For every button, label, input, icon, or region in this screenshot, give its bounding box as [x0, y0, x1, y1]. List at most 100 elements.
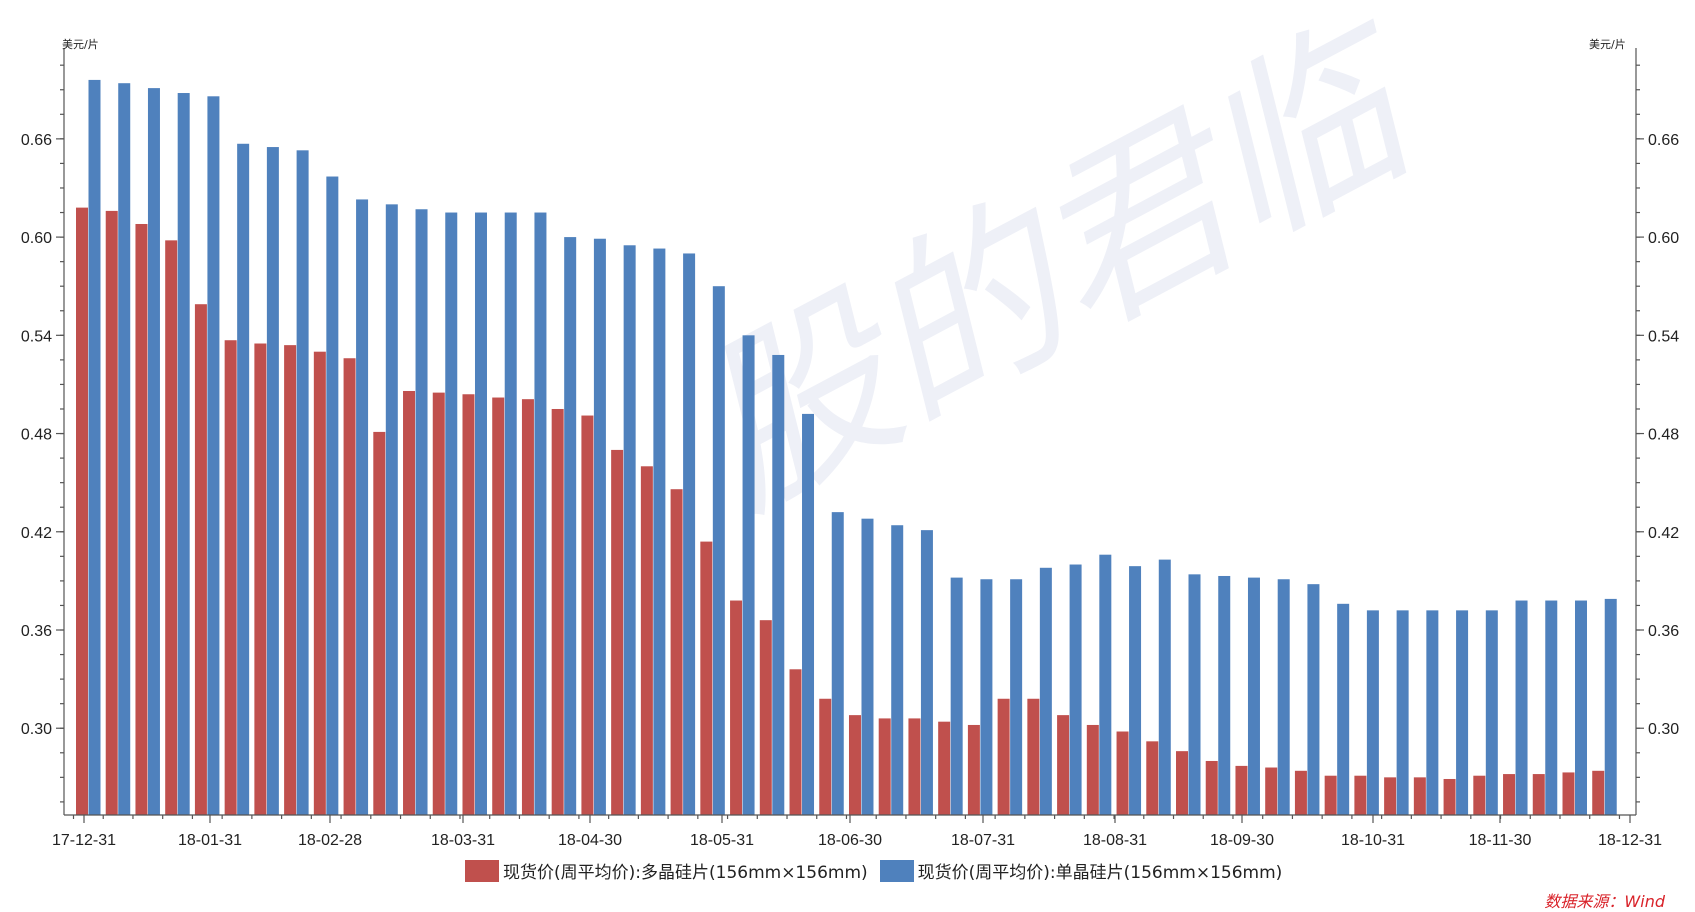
- bar-monosilicon-18-10-14: [1307, 584, 1320, 815]
- bar-monosilicon-18-12-23: [1604, 598, 1617, 815]
- bar-polysilicon-18-01-21: [165, 240, 178, 816]
- right-y-tick-label: 0.36: [1648, 623, 1679, 640]
- bar-polysilicon-18-06-24: [819, 698, 832, 815]
- bar-polysilicon-18-05-06: [611, 449, 624, 815]
- bar-monosilicon-18-09-16: [1188, 574, 1201, 815]
- left-y-tick-label: 0.36: [21, 623, 52, 640]
- bar-polysilicon-18-06-03: [730, 600, 743, 815]
- bar-polysilicon-18-11-18: [1443, 778, 1456, 815]
- left-y-tick-label: 0.60: [21, 230, 52, 247]
- bar-monosilicon-18-03-04: [356, 199, 369, 815]
- bar-monosilicon-18-06-17: [802, 413, 815, 815]
- bar-monosilicon-18-06-10: [772, 354, 785, 815]
- bar-monosilicon-18-12-09: [1545, 600, 1558, 815]
- x-tick-label: 18-04-30: [558, 832, 622, 849]
- bar-monosilicon-18-10-28: [1366, 610, 1379, 815]
- bar-polysilicon-18-09-16: [1176, 751, 1189, 815]
- bar-polysilicon-18-04-22: [551, 408, 564, 815]
- bar-polysilicon-18-03-11: [373, 431, 386, 815]
- legend: 现货价(周平均价):多晶硅片(156mm×156mm) 现货价(周平均价):单晶…: [465, 858, 1282, 883]
- left-y-tick-label: 0.30: [21, 721, 52, 738]
- bar-polysilicon-18-04-15: [521, 399, 534, 815]
- bar-monosilicon-18-03-18: [415, 209, 428, 815]
- bar-monosilicon-18-01-14: [147, 88, 160, 816]
- axes: 0.30 0.30 0.36 0.36 0.42 0.42 0.48 0.48 0.54 0.54…: [21, 48, 1679, 849]
- x-tick-label: 18-06-30: [818, 832, 882, 849]
- bar-monosilicon-18-07-29: [980, 579, 993, 815]
- bar-polysilicon-18-12-02: [1503, 774, 1516, 815]
- bar-polysilicon-18-08-12: [1027, 698, 1040, 815]
- bar-monosilicon-18-11-25: [1485, 610, 1498, 815]
- bar-monosilicon-18-01-28: [207, 96, 220, 816]
- bar-monosilicon-18-08-26: [1099, 554, 1112, 815]
- bar-monosilicon-17-12-31: [88, 79, 101, 816]
- bar-polysilicon-18-04-08: [492, 397, 505, 815]
- bar-polysilicon-18-01-14: [135, 223, 148, 816]
- legend-swatch-monosilicon: [879, 859, 914, 882]
- bar-monosilicon-18-09-30: [1247, 577, 1260, 815]
- legend-label-monosilicon: 现货价(周平均价):单晶硅片(156mm×156mm): [917, 863, 1283, 883]
- x-tick-label: 18-10-31: [1341, 832, 1405, 849]
- bar-polysilicon-18-07-29: [967, 724, 980, 815]
- left-y-tick-label: 0.48: [21, 427, 52, 444]
- bar-polysilicon-18-04-01: [462, 394, 475, 815]
- bar-polysilicon-18-05-20: [670, 489, 683, 815]
- x-tick-label: 18-01-31: [178, 832, 242, 849]
- bar-monosilicon-18-04-08: [504, 212, 517, 815]
- right-y-tick-label: 0.60: [1648, 230, 1679, 247]
- right-y-tick-label: 0.54: [1648, 328, 1679, 345]
- x-tick-label: 17-12-31: [52, 832, 116, 849]
- bar-polysilicon-18-12-09: [1532, 774, 1545, 815]
- bar-monosilicon-18-04-29: [593, 238, 606, 816]
- bar-monosilicon-18-07-01: [861, 518, 874, 815]
- legend-swatch-polysilicon: [465, 859, 499, 882]
- right-y-tick-label: 0.66: [1648, 132, 1679, 149]
- data-source-note: 数据来源：Wind: [1544, 892, 1665, 911]
- bar-polysilicon-18-06-17: [789, 669, 802, 815]
- bar-polysilicon-18-10-21: [1324, 775, 1337, 815]
- x-tick-label: 18-03-31: [431, 832, 495, 849]
- bar-polysilicon-18-02-25: [313, 351, 326, 815]
- right-unit-label: 美元/片: [1589, 38, 1626, 51]
- x-tick-label: 18-09-30: [1210, 832, 1274, 849]
- bar-polysilicon-18-10-07: [1265, 767, 1278, 815]
- right-y-tick-label: 0.42: [1648, 525, 1679, 542]
- bar-monosilicon-18-05-27: [712, 286, 725, 815]
- bar-monosilicon-18-04-01: [474, 212, 487, 815]
- bar-polysilicon-18-10-14: [1294, 770, 1307, 815]
- bar-monosilicon-18-11-11: [1426, 610, 1439, 815]
- bar-polysilicon-18-07-08: [878, 718, 891, 815]
- bar-monosilicon-18-11-04: [1396, 610, 1409, 815]
- bar-monosilicon-18-09-02: [1129, 566, 1142, 815]
- bar-polysilicon-18-02-18: [284, 345, 297, 815]
- bar-polysilicon-18-01-07: [105, 210, 118, 815]
- bar-monosilicon-18-10-21: [1337, 603, 1350, 815]
- bar-polysilicon-18-08-19: [1057, 715, 1070, 815]
- bar-monosilicon-18-07-15: [920, 530, 933, 815]
- bar-monosilicon-18-02-11: [266, 147, 279, 816]
- right-y-tick-label: 0.30: [1648, 721, 1679, 738]
- bar-monosilicon-18-08-19: [1069, 564, 1082, 815]
- bar-monosilicon-18-07-22: [950, 577, 963, 815]
- bar-polysilicon-18-07-22: [938, 721, 951, 815]
- left-unit-label: 美元/片: [62, 38, 99, 51]
- bar-monosilicon-18-12-16: [1575, 600, 1587, 815]
- bar-monosilicon-18-09-23: [1218, 575, 1231, 815]
- bar-monosilicon-18-10-07: [1277, 579, 1290, 815]
- bar-polysilicon-18-03-04: [343, 358, 356, 815]
- bar-polysilicon-18-11-25: [1473, 775, 1486, 815]
- bar-monosilicon-18-06-03: [742, 335, 755, 815]
- x-tick-label: 18-12-31: [1598, 832, 1662, 849]
- bar-monosilicon-18-09-09: [1158, 559, 1171, 815]
- left-y-tick-label: 0.42: [21, 525, 52, 542]
- bar-monosilicon-18-04-22: [564, 237, 577, 816]
- bar-monosilicon-18-04-15: [534, 212, 547, 815]
- bar-polysilicon-18-05-27: [700, 541, 713, 815]
- bar-polysilicon-18-06-10: [759, 620, 772, 815]
- bar-monosilicon-18-01-07: [118, 83, 131, 815]
- bar-polysilicon-18-03-25: [432, 392, 445, 815]
- bar-polysilicon-18-05-13: [640, 466, 653, 815]
- bar-monosilicon-18-03-25: [445, 212, 458, 815]
- bar-monosilicon-18-06-24: [831, 512, 844, 815]
